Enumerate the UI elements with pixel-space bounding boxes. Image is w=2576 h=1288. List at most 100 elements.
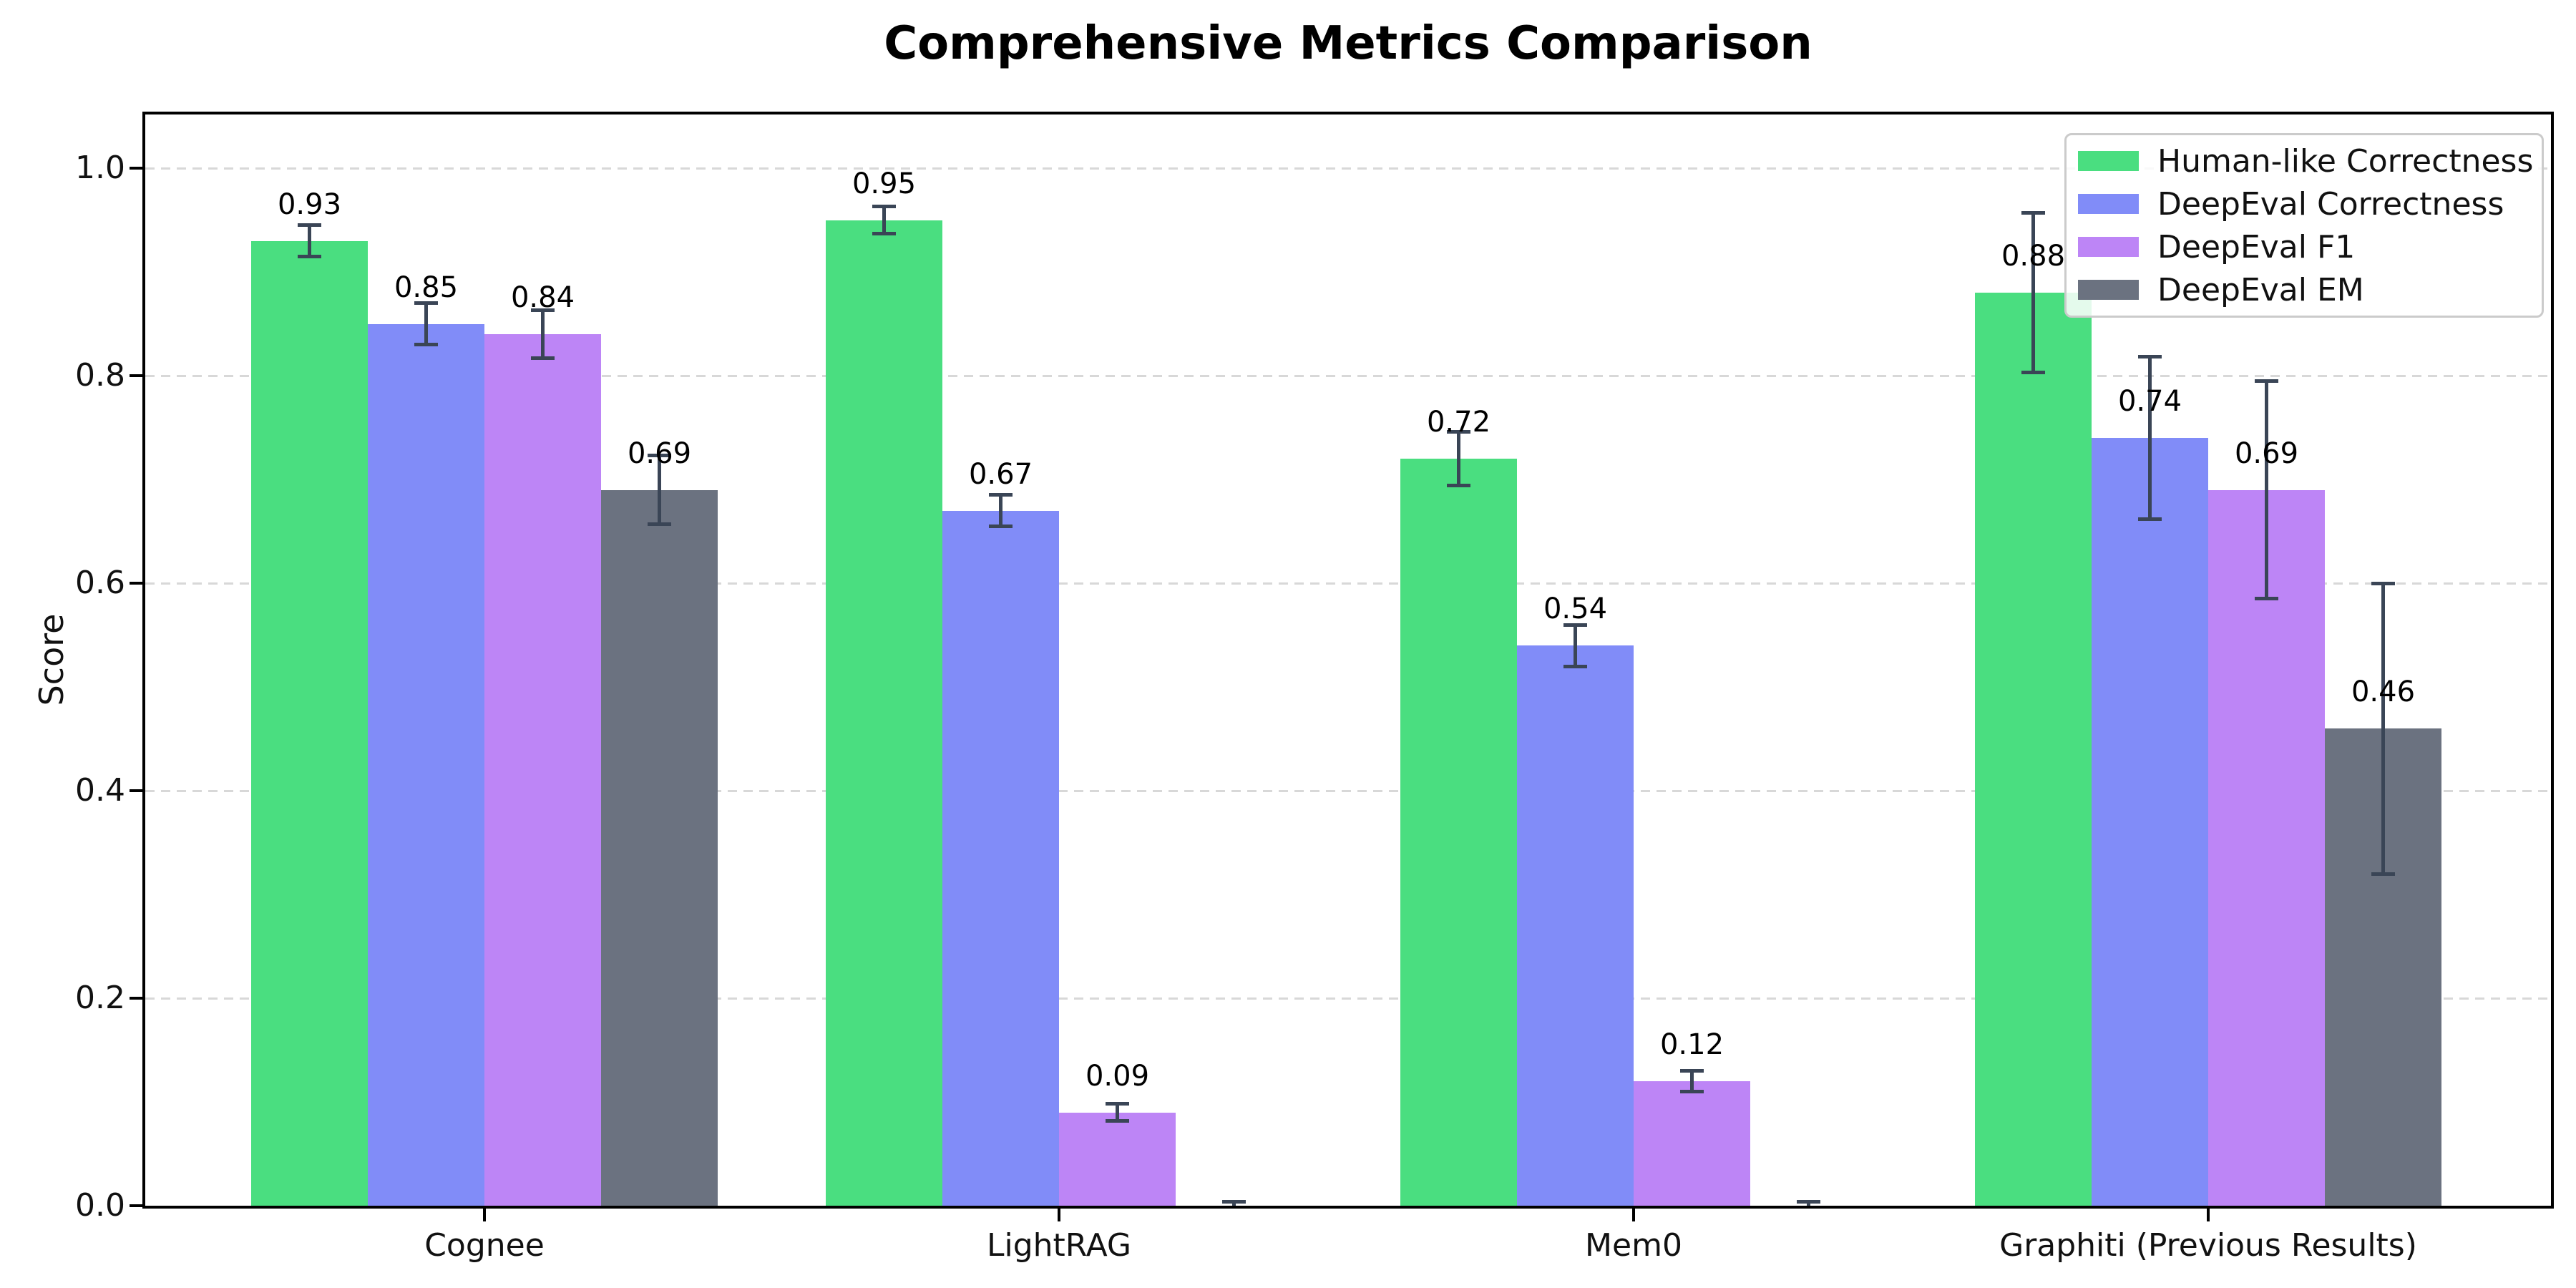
error-bar-cap-top xyxy=(2255,379,2278,383)
error-bar-cap-top xyxy=(872,205,896,209)
bar xyxy=(942,510,1059,1206)
error-bar-cap-bottom xyxy=(1447,484,1470,488)
error-bar xyxy=(1574,625,1577,666)
bar-value-label: 0.95 xyxy=(852,167,917,200)
error-bar xyxy=(1690,1070,1694,1092)
error-bar xyxy=(2265,381,2268,599)
bar-value-label: 0.67 xyxy=(968,457,1033,491)
error-bar-cap-top xyxy=(1563,623,1587,627)
bar-value-label: 0.74 xyxy=(2117,385,2182,418)
bar xyxy=(1059,1112,1176,1206)
error-bar-cap-top xyxy=(648,454,671,458)
error-bar xyxy=(1807,1201,1810,1206)
error-bar xyxy=(1457,431,1460,486)
legend: Human-like Correctness DeepEval Correctne… xyxy=(2064,133,2544,318)
error-bar xyxy=(541,310,545,358)
legend-label: DeepEval F1 xyxy=(2157,228,2356,265)
bar xyxy=(484,334,601,1206)
y-tick-1.0 xyxy=(130,167,142,170)
legend-swatch-icon xyxy=(2078,151,2139,171)
legend-label: Human-like Correctness xyxy=(2157,142,2534,180)
error-bar-cap-top xyxy=(531,308,555,313)
y-tick-0.6 xyxy=(130,582,142,585)
bar xyxy=(1400,459,1517,1206)
bar-value-label: 0.85 xyxy=(394,270,459,304)
bar xyxy=(1634,1081,1750,1206)
y-tick-0.4 xyxy=(130,789,142,792)
error-bar-cap-top xyxy=(414,301,438,305)
error-bar-cap-bottom xyxy=(1680,1090,1704,1093)
y-tick-label: 1.0 xyxy=(75,150,125,186)
bar-value-label: 0.69 xyxy=(627,436,692,470)
error-bar-cap-bottom xyxy=(298,254,321,258)
error-bar-cap-bottom xyxy=(648,522,671,526)
legend-item: DeepEval F1 xyxy=(2067,225,2542,268)
x-tick-3 xyxy=(2207,1209,2210,1221)
error-bar-cap-top xyxy=(298,223,321,228)
error-bar xyxy=(2031,213,2035,373)
bar xyxy=(368,323,484,1206)
legend-item: DeepEval EM xyxy=(2067,268,2542,311)
legend-item: DeepEval Correctness xyxy=(2067,182,2542,225)
bar-value-label: 0.72 xyxy=(1426,406,1491,439)
error-bar-cap-bottom xyxy=(2255,597,2278,601)
bar-value-label: 0.84 xyxy=(510,281,575,314)
error-bar-cap-bottom xyxy=(989,524,1013,528)
bar-value-label: 0.88 xyxy=(2001,240,2066,273)
legend-swatch-icon xyxy=(2078,194,2139,214)
legend-label: DeepEval EM xyxy=(2157,271,2364,308)
bar xyxy=(826,220,942,1206)
error-bar-cap-bottom xyxy=(2021,371,2045,375)
y-tick-label: 0.8 xyxy=(75,357,125,394)
error-bar xyxy=(1232,1201,1236,1206)
gridline-y-0.6 xyxy=(145,582,2551,585)
bar-value-label: 0.09 xyxy=(1085,1059,1150,1093)
error-bar xyxy=(658,455,661,525)
error-bar-cap-top xyxy=(1222,1199,1246,1204)
bar xyxy=(2092,438,2208,1206)
x-tick-label: Graphiti (Previous Results) xyxy=(1999,1227,2417,1264)
y-tick-label: 0.2 xyxy=(75,980,125,1016)
bar-value-label: 0.12 xyxy=(1659,1028,1724,1061)
error-bar-cap-bottom xyxy=(531,356,555,360)
error-bar-cap-top xyxy=(2021,210,2045,215)
bar xyxy=(601,489,718,1206)
error-bar-cap-bottom xyxy=(2371,872,2395,876)
gridline-y-1.0 xyxy=(145,167,2551,170)
x-tick-0 xyxy=(483,1209,486,1221)
bar-value-label: 0.54 xyxy=(1543,592,1608,625)
x-tick-label: Cognee xyxy=(424,1227,545,1264)
axes-spines xyxy=(142,112,2554,1209)
x-tick-label: Mem0 xyxy=(1585,1227,1682,1264)
error-bar-cap-bottom xyxy=(2138,517,2162,521)
y-tick-0.8 xyxy=(130,374,142,377)
error-bar-cap-top xyxy=(989,493,1013,497)
x-tick-1 xyxy=(1058,1209,1060,1221)
bar xyxy=(2208,489,2325,1206)
error-bar xyxy=(308,225,311,257)
error-bar xyxy=(882,206,886,234)
error-bar-cap-top xyxy=(1447,429,1470,434)
error-bar-cap-bottom xyxy=(872,231,896,235)
error-bar-cap-bottom xyxy=(1563,664,1587,668)
error-bar xyxy=(2381,583,2385,874)
x-tick-label: LightRAG xyxy=(986,1227,1132,1264)
y-tick-0.0 xyxy=(130,1204,142,1207)
error-bar xyxy=(1116,1103,1119,1121)
error-bar-cap-top xyxy=(1797,1199,1820,1204)
x-tick-2 xyxy=(1632,1209,1635,1221)
chart-title: Comprehensive Metrics Comparison xyxy=(884,17,1813,70)
legend-item: Human-like Correctness xyxy=(2067,140,2542,182)
gridline-y-0.2 xyxy=(145,997,2551,1000)
bar xyxy=(1517,645,1634,1206)
error-bar xyxy=(2148,356,2152,519)
error-bar-cap-top xyxy=(1680,1069,1704,1073)
y-tick-0.2 xyxy=(130,997,142,1000)
bar xyxy=(251,240,368,1206)
error-bar-cap-bottom xyxy=(1106,1118,1129,1123)
bar xyxy=(1975,293,2092,1206)
y-tick-label: 0.6 xyxy=(75,565,125,601)
y-axis-label: Score xyxy=(32,613,71,706)
legend-label: DeepEval Correctness xyxy=(2157,185,2504,223)
